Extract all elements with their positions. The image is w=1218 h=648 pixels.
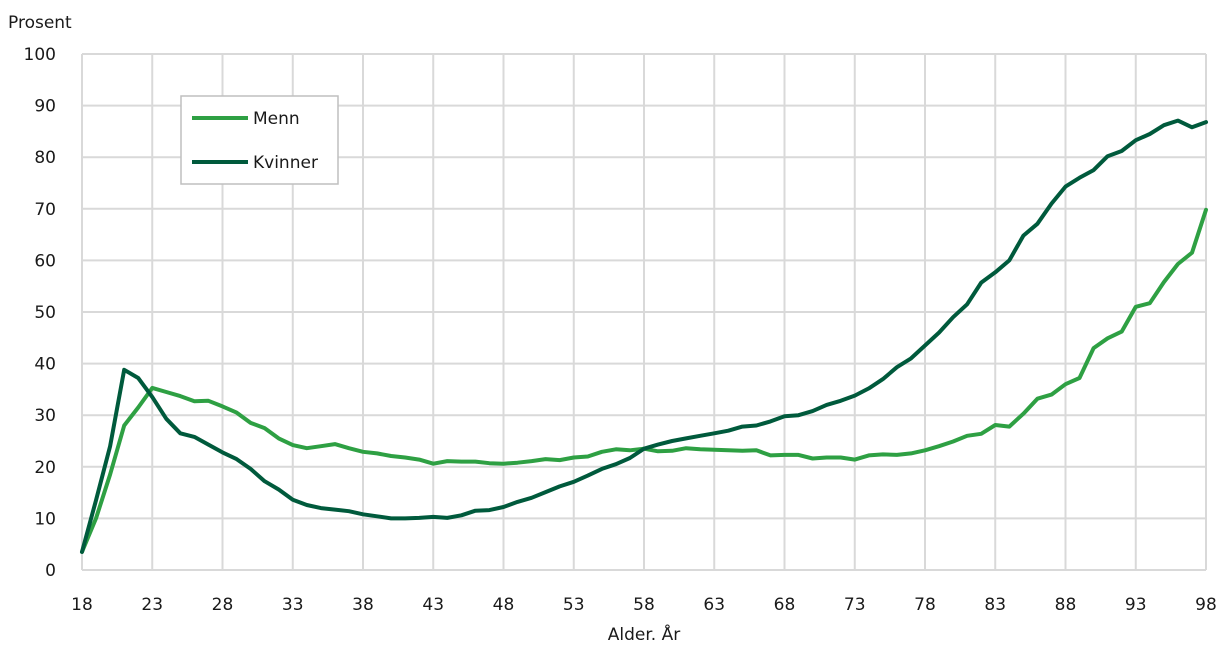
legend: Menn Kvinner [180,95,339,185]
y-tick-label: 10 [34,509,56,529]
x-tick-label: 48 [493,595,515,615]
series-line-kvinner [80,118,1208,554]
legend-label-kvinner: Kvinner [253,153,318,173]
y-axis-title: Prosent [8,13,72,33]
y-tick-label: 80 [34,148,56,168]
x-tick-label: 73 [844,595,866,615]
legend-label-menn: Menn [253,109,300,129]
y-tick-label: 30 [34,406,56,426]
series-lines [80,118,1208,554]
y-tick-label: 70 [34,200,56,220]
y-tick-label: 40 [34,355,56,375]
x-tick-label: 38 [352,595,374,615]
y-tick-label: 100 [24,45,56,65]
x-tick-label: 83 [984,595,1006,615]
x-tick-label: 98 [1195,595,1217,615]
y-axis-ticks: 0 10 20 30 40 50 60 70 80 90 100 [24,45,56,581]
y-tick-label: 60 [34,251,56,271]
legend-box [180,95,339,185]
x-tick-label: 68 [774,595,796,615]
gridlines [81,53,1207,571]
x-tick-label: 23 [141,595,163,615]
x-tick-label: 43 [422,595,444,615]
x-tick-label: 53 [563,595,585,615]
x-tick-label: 93 [1125,595,1147,615]
x-tick-label: 78 [914,595,936,615]
y-tick-label: 50 [34,303,56,323]
x-tick-label: 33 [282,595,304,615]
y-tick-label: 90 [34,97,56,117]
x-tick-label: 58 [633,595,655,615]
x-axis-ticks: 18 23 28 33 38 43 48 53 58 63 68 73 78 83 88 93 98 [71,595,1217,615]
y-tick-label: 20 [34,458,56,478]
x-tick-label: 18 [71,595,93,615]
x-axis-title: Alder. År [608,623,680,645]
x-tick-label: 63 [703,595,725,615]
x-tick-label: 88 [1055,595,1077,615]
y-tick-label: 0 [45,561,56,581]
x-tick-label: 28 [212,595,234,615]
